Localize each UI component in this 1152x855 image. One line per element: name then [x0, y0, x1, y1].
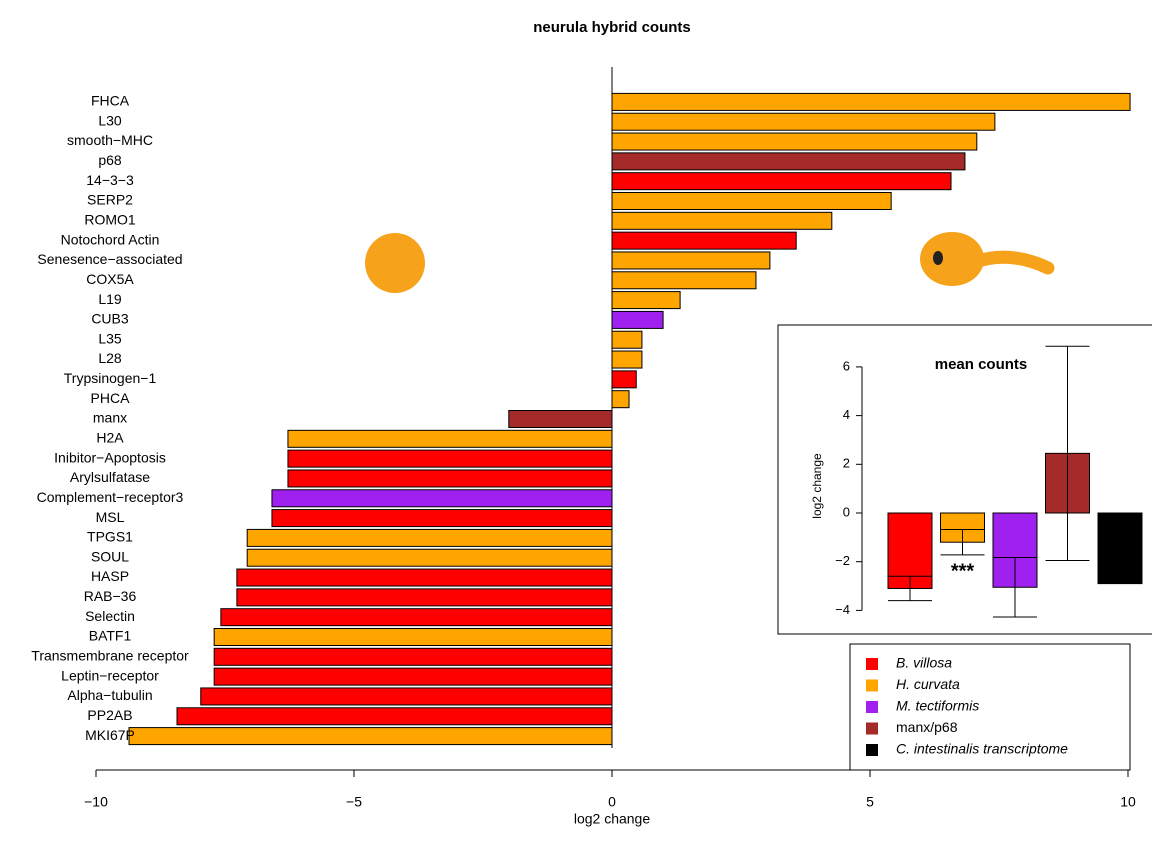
- bar: [611, 132, 978, 151]
- tadpole-tail: [968, 250, 1055, 275]
- bar: [611, 231, 797, 250]
- bar: [611, 172, 952, 191]
- inset-y-tick-label: −4: [835, 602, 850, 617]
- bar: [611, 330, 643, 349]
- inset-y-tick-label: 4: [843, 407, 850, 422]
- category-label: FHCA: [91, 93, 130, 109]
- category-label: Selectin: [85, 608, 135, 624]
- bar: [611, 211, 833, 230]
- bar: [611, 92, 1131, 111]
- legend-swatch: [866, 744, 878, 756]
- x-tick-label: 0: [608, 794, 616, 810]
- category-label: L35: [98, 330, 122, 346]
- bar: [176, 707, 613, 726]
- category-label: Arylsulfatase: [70, 469, 150, 485]
- bar: [213, 667, 613, 686]
- category-label: smooth−MHC: [67, 132, 153, 148]
- bar: [287, 469, 613, 488]
- chart-title: neurula hybrid counts: [533, 19, 691, 36]
- bar: [611, 370, 637, 389]
- bar: [271, 489, 613, 508]
- category-label: Leptin−receptor: [61, 667, 159, 683]
- category-label: BATF1: [89, 628, 132, 644]
- x-tick-label: 5: [866, 794, 874, 810]
- bar: [213, 647, 613, 666]
- category-label: manx: [93, 410, 127, 426]
- legend-box: [849, 643, 1131, 771]
- bar: [611, 192, 892, 210]
- bar: [236, 588, 613, 607]
- bar: [611, 350, 643, 369]
- bar: [611, 112, 996, 131]
- legend-label: H. curvata: [896, 676, 960, 692]
- category-label: Senesence−associated: [37, 251, 182, 267]
- category-label: PP2AB: [87, 707, 132, 723]
- bar: [287, 429, 613, 448]
- x-tick-label: 10: [1120, 794, 1136, 810]
- category-label: ROMO1: [84, 212, 136, 228]
- x-axis-label: log2 change: [574, 811, 651, 827]
- category-label: L30: [98, 112, 122, 128]
- category-label: L19: [98, 291, 122, 307]
- inset-y-tick-label: −2: [835, 553, 850, 568]
- category-label: Inibitor−Apoptosis: [54, 449, 166, 465]
- category-label: TPGS1: [87, 529, 133, 545]
- inset-bar: [1097, 512, 1143, 585]
- bar: [611, 251, 771, 270]
- bar: [271, 509, 613, 528]
- inset-y-tick-label: 6: [843, 358, 850, 373]
- x-tick-label: −5: [346, 794, 362, 810]
- category-label: MKI67P: [85, 727, 135, 743]
- category-label: Trypsinogen−1: [64, 370, 157, 386]
- bar: [287, 449, 613, 468]
- legend-label: B. villosa: [896, 655, 952, 671]
- inset-y-tick-label: 2: [843, 456, 850, 471]
- category-label: Complement−receptor3: [37, 489, 184, 505]
- inset-y-tick-label: 0: [843, 504, 850, 519]
- bar: [611, 291, 681, 310]
- legend-swatch: [866, 658, 878, 670]
- category-label: CUB3: [91, 311, 129, 327]
- legend-swatch: [866, 701, 878, 713]
- bar: [213, 628, 613, 646]
- category-label: L28: [98, 350, 122, 366]
- legend-label: manx/p68: [896, 719, 958, 735]
- bar: [246, 528, 613, 547]
- inset-y-label: log2 change: [810, 453, 824, 519]
- category-label: HASP: [91, 568, 129, 584]
- category-label: SOUL: [91, 548, 129, 564]
- bar: [611, 310, 664, 329]
- bar: [508, 410, 613, 428]
- category-label: Alpha−tubulin: [67, 687, 152, 703]
- category-label: Transmembrane receptor: [31, 648, 189, 664]
- x-tick-label: −10: [84, 794, 108, 810]
- category-label: MSL: [96, 509, 125, 525]
- bar: [246, 548, 613, 567]
- category-label: Notochord Actin: [61, 231, 160, 247]
- bar: [611, 152, 966, 171]
- legend-label: M. tectiformis: [896, 698, 979, 714]
- category-label: H2A: [96, 430, 124, 446]
- inset-title: mean counts: [935, 356, 1028, 373]
- category-label: RAB−36: [84, 588, 137, 604]
- legend-label: C. intestinalis transcriptome: [896, 741, 1068, 757]
- bar: [611, 271, 757, 290]
- category-label: COX5A: [86, 271, 134, 287]
- category-label: p68: [98, 152, 122, 168]
- category-label: SERP2: [87, 192, 133, 208]
- legend-swatch: [866, 679, 878, 692]
- tadpole-eye: [933, 251, 943, 265]
- category-label: PHCA: [91, 390, 131, 406]
- legend-swatch: [866, 722, 878, 735]
- category-label: 14−3−3: [86, 172, 134, 188]
- annotation: ***: [951, 560, 975, 582]
- bar: [236, 568, 613, 587]
- bar: [200, 687, 613, 706]
- bar: [611, 390, 630, 409]
- tadpole-head: [920, 232, 984, 286]
- bar: [128, 727, 613, 746]
- bar: [220, 608, 613, 627]
- embryo-icon: [365, 233, 425, 293]
